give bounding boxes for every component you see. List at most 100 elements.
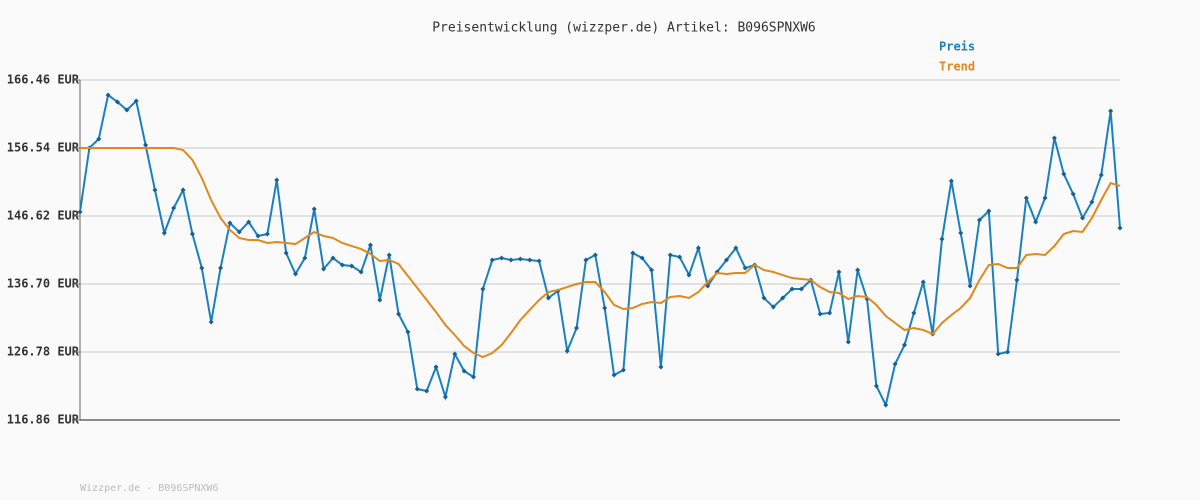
- footer: Wizzper.de - B096SPNXW6: [80, 483, 218, 494]
- point-marker: [452, 351, 458, 357]
- point-marker: [1014, 277, 1020, 283]
- point-marker: [349, 263, 355, 269]
- point-marker: [1080, 215, 1086, 221]
- point-marker: [892, 361, 898, 367]
- point-marker: [405, 329, 411, 335]
- point-marker: [798, 286, 804, 292]
- point-marker: [105, 92, 111, 98]
- point-marker: [789, 286, 795, 292]
- point-marker: [489, 257, 495, 263]
- point-marker: [1108, 108, 1114, 114]
- point-marker: [1042, 195, 1048, 201]
- point-marker: [564, 348, 570, 354]
- point-marker: [920, 279, 926, 285]
- point-marker: [339, 262, 345, 268]
- chart-title: Preisentwicklung (wizzper.de) Artikel: B…: [432, 21, 816, 36]
- point-marker: [442, 394, 448, 400]
- point-marker: [911, 310, 917, 316]
- point-marker: [480, 286, 486, 292]
- point-marker: [189, 231, 195, 237]
- y-tick-label: 166.46 EUR: [7, 73, 80, 87]
- point-marker: [471, 374, 477, 380]
- point-marker: [321, 266, 327, 272]
- point-marker: [358, 269, 364, 275]
- point-marker: [827, 310, 833, 316]
- point-marker: [208, 319, 214, 325]
- point-marker: [264, 231, 270, 237]
- point-marker: [958, 230, 964, 236]
- point-marker: [995, 351, 1001, 357]
- point-marker: [414, 386, 420, 392]
- point-marker: [1033, 219, 1039, 225]
- point-marker: [630, 250, 636, 256]
- point-marker: [1005, 349, 1011, 355]
- point-marker: [677, 254, 683, 260]
- point-marker: [386, 252, 392, 258]
- series-line: [80, 147, 1121, 359]
- point-marker: [311, 206, 317, 212]
- point-marker: [536, 258, 542, 264]
- point-marker: [1070, 191, 1076, 197]
- y-tick-label: 156.54 EUR: [7, 141, 80, 155]
- point-marker: [761, 295, 767, 301]
- y-tick-label: 126.78 EUR: [7, 345, 80, 359]
- point-marker: [649, 267, 655, 273]
- point-marker: [611, 372, 617, 378]
- point-marker: [227, 220, 233, 226]
- point-marker: [171, 205, 177, 211]
- point-marker: [377, 297, 383, 303]
- point-marker: [517, 256, 523, 262]
- point-marker: [602, 305, 608, 311]
- point-marker: [883, 402, 889, 408]
- point-marker: [967, 283, 973, 289]
- point-marker: [639, 255, 645, 261]
- point-marker: [283, 250, 289, 256]
- point-marker: [1117, 225, 1123, 231]
- point-marker: [367, 242, 373, 248]
- point-marker: [902, 342, 908, 348]
- point-marker: [292, 271, 298, 277]
- y-tick-label: 116.86 EUR: [7, 413, 80, 427]
- point-marker: [620, 367, 626, 373]
- point-marker: [302, 255, 308, 261]
- y-tick-label: 136.70 EUR: [7, 277, 80, 291]
- point-marker: [845, 339, 851, 345]
- point-marker: [218, 265, 224, 271]
- point-marker: [1089, 199, 1095, 205]
- point-marker: [873, 383, 879, 389]
- point-marker: [508, 257, 514, 263]
- point-marker: [780, 295, 786, 301]
- point-marker: [255, 233, 261, 239]
- point-marker: [976, 217, 982, 223]
- point-marker: [545, 295, 551, 301]
- point-marker: [424, 388, 430, 394]
- point-marker: [939, 236, 945, 242]
- point-marker: [742, 265, 748, 271]
- point-marker: [199, 265, 205, 271]
- point-marker: [836, 269, 842, 275]
- point-marker: [180, 187, 186, 193]
- point-marker: [527, 257, 533, 263]
- point-marker: [695, 245, 701, 251]
- point-marker: [817, 311, 823, 317]
- point-marker: [143, 142, 149, 148]
- point-marker: [686, 272, 692, 278]
- point-marker: [499, 255, 505, 261]
- point-marker: [114, 99, 120, 105]
- point-marker: [124, 107, 130, 113]
- point-marker: [574, 325, 580, 331]
- point-marker: [396, 311, 402, 317]
- point-marker: [330, 255, 336, 261]
- point-marker: [723, 257, 729, 263]
- point-marker: [133, 98, 139, 104]
- point-marker: [770, 304, 776, 310]
- point-marker: [433, 364, 439, 370]
- legend-label: Preis: [939, 40, 975, 54]
- point-marker: [274, 177, 280, 183]
- point-marker: [246, 219, 252, 225]
- point-marker: [1051, 135, 1057, 141]
- y-tick-label: 146.62 EUR: [7, 209, 80, 223]
